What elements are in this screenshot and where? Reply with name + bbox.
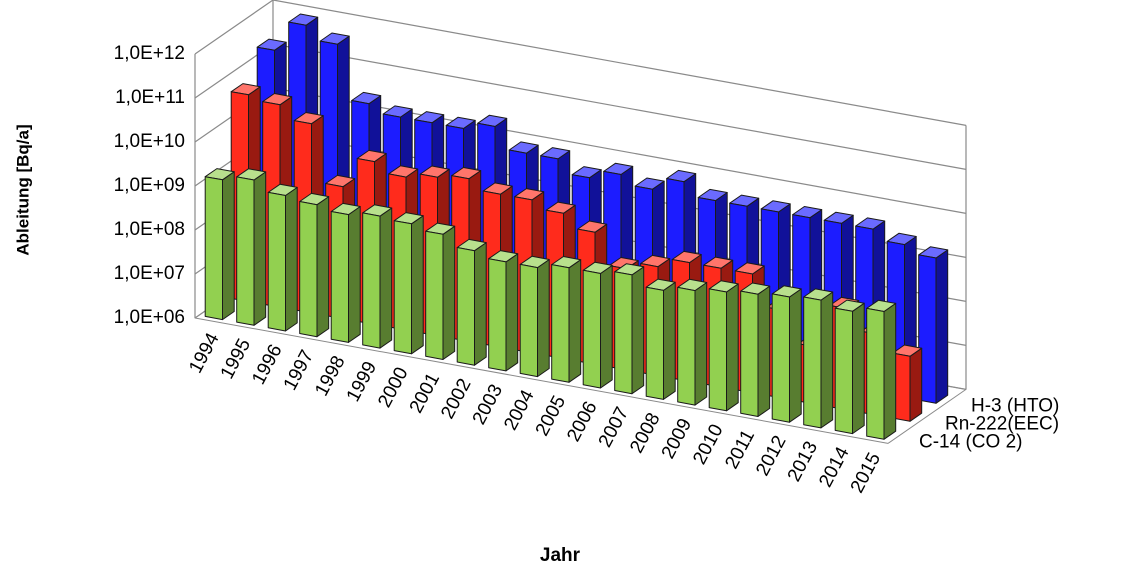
bar-side bbox=[285, 186, 298, 332]
bar-side bbox=[568, 259, 582, 383]
bar-front bbox=[393, 220, 412, 355]
bar-front bbox=[614, 271, 633, 395]
bar bbox=[866, 299, 897, 440]
bar-side bbox=[935, 249, 949, 404]
bar bbox=[677, 278, 708, 406]
bar bbox=[582, 261, 613, 389]
y-tick-label: 1,0E+06 bbox=[114, 307, 185, 328]
bar-side bbox=[411, 215, 424, 355]
bar bbox=[362, 204, 393, 349]
bar-side bbox=[694, 282, 708, 406]
bar bbox=[551, 256, 582, 383]
y-tick-label: 1,0E+08 bbox=[114, 219, 185, 240]
bar-side bbox=[631, 266, 645, 395]
bar-front bbox=[362, 212, 381, 349]
bar bbox=[834, 299, 865, 435]
bar-side bbox=[909, 347, 923, 422]
bar bbox=[708, 280, 739, 412]
bar bbox=[771, 285, 802, 423]
legend-label: H-3 (HTO) bbox=[971, 395, 1059, 416]
legend-label: Rn-222(EEC) bbox=[945, 413, 1059, 434]
bar-side bbox=[505, 253, 519, 372]
bar-front bbox=[519, 263, 538, 378]
bar-front bbox=[425, 230, 444, 360]
y-axis-title: Ableitung [Bq/a] bbox=[13, 124, 32, 255]
y-tick-label: 1,0E+07 bbox=[114, 263, 185, 284]
bar-front bbox=[677, 286, 696, 406]
bar bbox=[330, 202, 361, 343]
x-tick-label: 2015 bbox=[847, 449, 885, 496]
bar-front bbox=[299, 201, 318, 338]
bar bbox=[425, 222, 456, 360]
bar-side bbox=[789, 288, 802, 423]
grid-line bbox=[194, 0, 967, 126]
bar-front bbox=[645, 286, 664, 400]
bar bbox=[645, 278, 676, 400]
bar bbox=[456, 238, 487, 366]
bar bbox=[740, 282, 771, 417]
bar-front bbox=[740, 290, 759, 417]
bar bbox=[519, 255, 550, 378]
bar-side bbox=[820, 291, 834, 429]
bar-side bbox=[537, 259, 550, 378]
x-axis-title: Jahr bbox=[540, 545, 581, 566]
bar bbox=[267, 183, 298, 332]
bar-front bbox=[330, 211, 349, 343]
bar bbox=[236, 168, 267, 326]
bar-front bbox=[771, 293, 790, 423]
bar-side bbox=[442, 225, 456, 360]
bar-front bbox=[803, 296, 822, 429]
bar bbox=[393, 212, 424, 355]
bar-side bbox=[253, 171, 267, 326]
bar-side bbox=[222, 171, 235, 321]
bar-side bbox=[379, 207, 393, 349]
bar-front bbox=[551, 264, 570, 383]
bar-front bbox=[708, 288, 727, 412]
bar bbox=[488, 250, 519, 372]
bar-front bbox=[204, 176, 223, 321]
bar-front bbox=[488, 258, 507, 372]
bar-side bbox=[852, 302, 865, 435]
y-tick-label: 1,0E+11 bbox=[115, 87, 185, 108]
bar-front bbox=[582, 269, 601, 389]
bar-side bbox=[663, 281, 676, 400]
bar bbox=[892, 344, 923, 422]
bar-side bbox=[726, 283, 739, 412]
bar-side bbox=[474, 242, 487, 366]
bar-front bbox=[456, 247, 475, 366]
bar-front bbox=[236, 176, 255, 326]
bar-side bbox=[757, 285, 771, 417]
bar bbox=[918, 246, 949, 404]
bar bbox=[803, 288, 834, 429]
y-tick-label: 1,0E+12 bbox=[114, 43, 185, 64]
bar bbox=[299, 192, 330, 338]
bar-front bbox=[834, 307, 853, 435]
bar-front bbox=[918, 254, 937, 404]
bar-side bbox=[600, 264, 613, 389]
bar-side bbox=[348, 206, 361, 343]
bar bbox=[614, 263, 645, 395]
bar-front bbox=[866, 307, 885, 440]
bar bbox=[204, 168, 235, 321]
bar-front bbox=[267, 191, 286, 332]
y-tick-label: 1,0E+10 bbox=[114, 131, 185, 152]
y-tick-label: 1,0E+09 bbox=[114, 175, 185, 196]
bar-side bbox=[316, 196, 330, 338]
bar-side bbox=[883, 302, 897, 440]
legend-label: C-14 (CO 2) bbox=[919, 431, 1022, 452]
